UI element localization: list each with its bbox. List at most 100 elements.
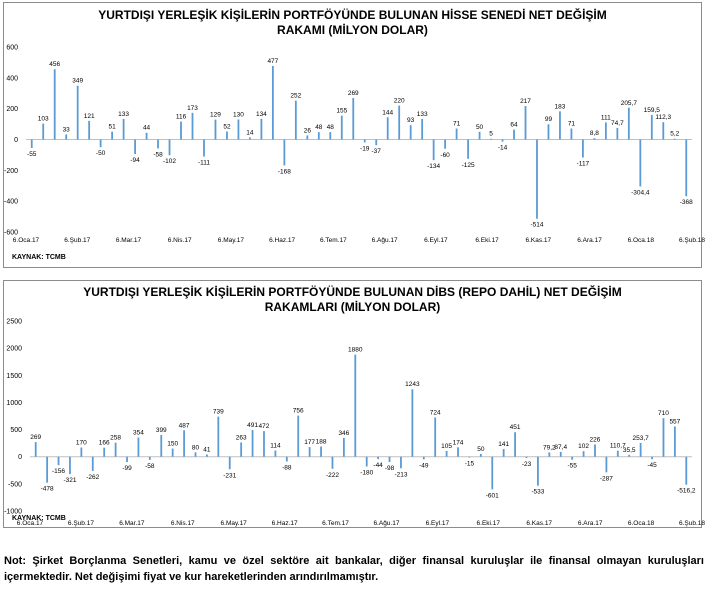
x-tick-label: 6.Ara.17	[577, 237, 602, 244]
bar	[171, 448, 174, 457]
dibs-chart-title: YURTDIŞI YERLEŞİK KİŞİLERİN PORTFÖYÜNDE …	[4, 285, 701, 315]
bar	[628, 454, 631, 457]
data-label: 1243	[405, 381, 420, 388]
data-label: 121	[84, 113, 95, 120]
y-tick-label: -600	[4, 230, 18, 237]
data-label: -19	[360, 145, 370, 152]
bar	[240, 442, 243, 457]
bar	[639, 139, 642, 187]
bar	[191, 112, 194, 140]
bar	[352, 98, 355, 140]
data-label: 130	[233, 111, 244, 118]
bar	[547, 124, 550, 140]
bar	[271, 65, 274, 140]
data-label: 477	[267, 58, 278, 65]
bar	[160, 435, 163, 457]
data-label: 48	[315, 124, 323, 131]
data-label: 26	[304, 127, 312, 134]
bar	[283, 139, 286, 166]
bar	[206, 454, 208, 457]
x-tick-label: 6.Kas.17	[526, 520, 552, 527]
dibs-chart-panel: YURTDIŞI YERLEŞİK KİŞİLERİN PORTFÖYÜNDE …	[3, 280, 705, 528]
bar	[237, 119, 240, 140]
data-label: 134	[256, 111, 267, 118]
equity-chart: -600 -400 -200 0 200 400 600 -55 103 456 33 349 121 -…	[4, 45, 705, 245]
data-label: 252	[290, 93, 301, 100]
data-label: 263	[236, 434, 247, 441]
y-tick-label: 500	[10, 427, 22, 434]
bar	[183, 430, 185, 457]
data-label: 48	[327, 124, 335, 131]
bar	[650, 114, 653, 140]
x-tick-label: 6.Tem.17	[322, 520, 349, 527]
bar	[457, 447, 459, 457]
x-tick-label: 6.Eyl.17	[426, 520, 450, 527]
data-label: -98	[385, 465, 395, 472]
bar	[548, 452, 551, 457]
bar	[685, 139, 688, 197]
data-label: 133	[417, 111, 428, 118]
equity-chart-title-line2: RAKAMI (MİLYON DOLAR)	[277, 23, 428, 37]
bar	[57, 456, 60, 466]
x-tick-label: 6.Mar.17	[119, 520, 145, 527]
x-tick-label: 6.Eki.17	[475, 237, 499, 244]
data-label: 110,7	[610, 443, 626, 450]
data-label: 80	[192, 444, 200, 451]
y-tick-label: -400	[4, 199, 18, 206]
dibs-chart-source: KAYNAK: TCMB	[12, 515, 66, 522]
data-label: 44	[143, 125, 151, 132]
y-tick-label: 2000	[6, 346, 22, 353]
bar	[340, 115, 343, 140]
bar	[582, 451, 585, 457]
data-label: -111	[198, 160, 210, 167]
data-label: 346	[338, 430, 349, 437]
y-tick-label: 0	[14, 137, 18, 144]
x-tick-label: 6.Ara.17	[578, 520, 603, 527]
data-label: 491	[247, 422, 258, 429]
data-label: -15	[465, 461, 475, 468]
data-label: 93	[407, 117, 415, 124]
bar	[409, 125, 412, 140]
dibs-chart-title-line1: YURTDIŞI YERLEŞİK KİŞİLERİN PORTFÖYÜNDE …	[83, 285, 622, 299]
data-label: -44	[373, 462, 383, 469]
data-label: 71	[453, 121, 461, 128]
bar	[91, 456, 94, 471]
bar	[228, 456, 231, 470]
bar	[137, 437, 140, 457]
bar	[194, 452, 197, 457]
data-label: -23	[522, 461, 532, 468]
bar	[582, 139, 584, 158]
data-label: 217	[520, 98, 531, 105]
bar	[468, 456, 471, 458]
data-label: -514	[530, 222, 543, 229]
bar	[214, 119, 217, 140]
y-tick-label: -1000	[4, 509, 22, 516]
bar	[422, 456, 425, 460]
data-label: 166	[99, 440, 110, 447]
bar	[260, 118, 263, 140]
x-tick-label: 6.Oca.18	[628, 520, 655, 527]
data-label: 112,3	[655, 114, 671, 121]
bar	[53, 69, 56, 140]
data-label: -88	[282, 464, 292, 471]
bar	[570, 128, 573, 140]
bar	[388, 456, 391, 463]
bar	[274, 450, 277, 457]
bar	[122, 118, 125, 140]
data-label: -231	[223, 472, 236, 479]
bar	[400, 456, 402, 469]
dibs-chart-title-line2: RAKAMLARI (MİLYON DOLAR)	[264, 300, 441, 314]
bar	[126, 456, 128, 463]
data-label: -156	[52, 468, 65, 475]
bar	[297, 415, 300, 457]
data-label: 87,4	[554, 444, 567, 451]
bar	[306, 135, 309, 140]
x-tick-label: 6.Şub.17	[68, 520, 94, 527]
data-label: -180	[360, 469, 373, 476]
bar	[491, 456, 494, 490]
footnote: Not: Şirket Borçlanma Senetleri, kamu ve…	[4, 555, 704, 583]
data-label: -262	[86, 474, 99, 481]
bar	[76, 85, 79, 140]
bar	[363, 139, 366, 143]
bar	[398, 105, 401, 140]
